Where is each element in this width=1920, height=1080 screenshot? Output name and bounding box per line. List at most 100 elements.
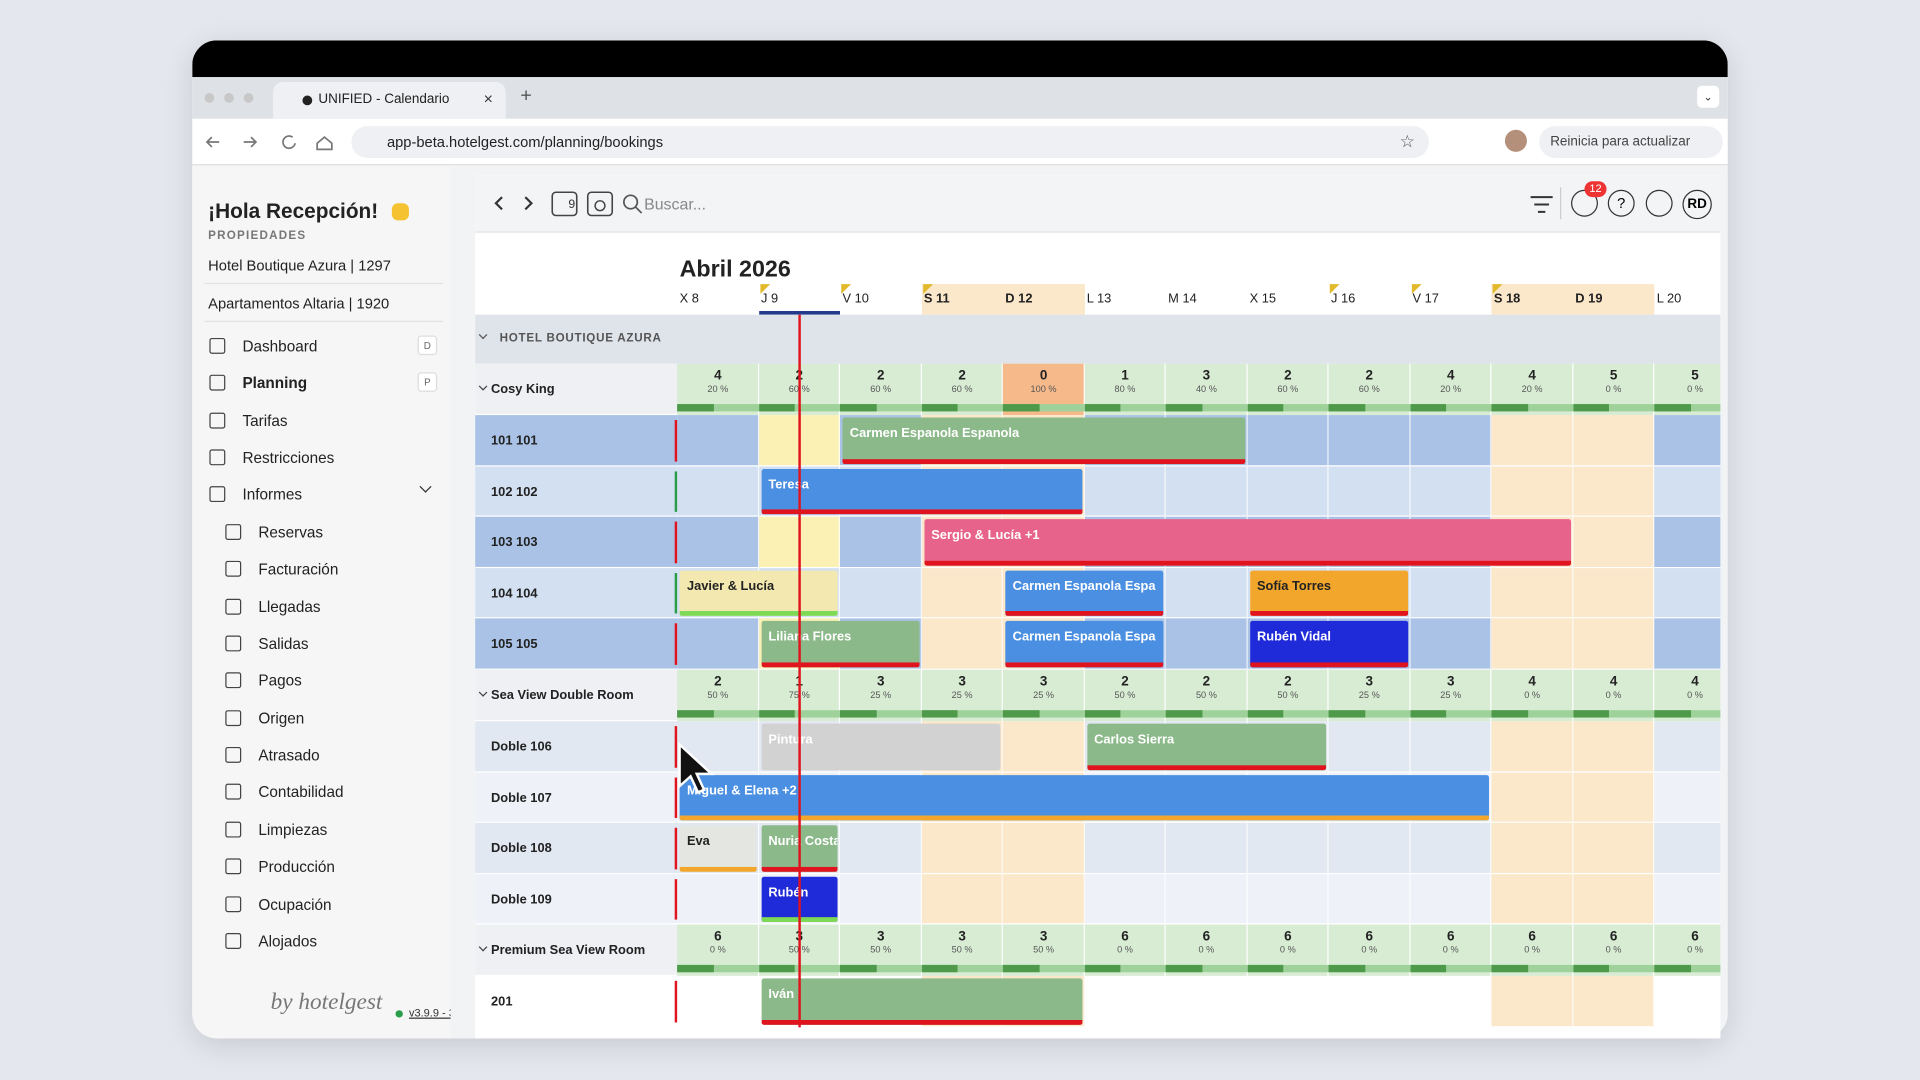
report-item[interactable]: Llegadas	[258, 598, 321, 616]
report-item[interactable]: Ocupación	[258, 895, 332, 913]
booking[interactable]: Rubén Vidal	[1249, 621, 1408, 668]
day-cell[interactable]	[1491, 415, 1573, 467]
day-cell[interactable]	[1654, 976, 1721, 1028]
day-cell[interactable]	[1165, 466, 1248, 517]
booking[interactable]: Eva	[679, 825, 757, 872]
day-cell[interactable]	[1410, 823, 1492, 875]
day-cell[interactable]	[1328, 415, 1410, 467]
day-cell[interactable]	[1654, 415, 1721, 467]
booking[interactable]: Sofía Torres	[1249, 570, 1408, 617]
day-cell[interactable]	[1572, 772, 1655, 824]
toolbar-nav[interactable]	[487, 175, 683, 233]
booking[interactable]: Miguel & Elena +2	[679, 774, 1489, 821]
day-cell[interactable]	[1491, 976, 1573, 1028]
report-item[interactable]: Limpiezas	[258, 821, 328, 839]
report-item[interactable]: Producción	[258, 858, 335, 876]
new-tab[interactable]: +	[520, 85, 532, 107]
day-cell[interactable]	[1410, 721, 1492, 773]
day-cell[interactable]	[1084, 466, 1166, 517]
day-cell[interactable]	[1410, 618, 1492, 670]
booking[interactable]: Carlos Sierra	[1086, 723, 1327, 770]
booking[interactable]: Carmen Espanola Espa	[1005, 621, 1164, 668]
day-label[interactable]: D 12	[1005, 291, 1033, 307]
day-cell[interactable]	[1247, 874, 1329, 925]
day-cell[interactable]	[1247, 415, 1329, 467]
report-item[interactable]: Salidas	[258, 635, 309, 653]
tab-close[interactable]: ×	[483, 89, 493, 108]
day-cell[interactable]	[1654, 516, 1721, 568]
day-label[interactable]: X 15	[1249, 291, 1277, 307]
day-cell[interactable]	[1572, 721, 1655, 773]
day-cell[interactable]	[1654, 567, 1721, 619]
update-button[interactable]: Reinicia para actualizar	[1539, 126, 1723, 158]
day-cell[interactable]	[1410, 415, 1492, 467]
day-cell[interactable]	[1165, 618, 1248, 670]
day-label[interactable]: S 11	[923, 291, 950, 307]
day-cell[interactable]	[1654, 618, 1721, 670]
day-cell[interactable]	[1328, 721, 1410, 773]
day-cell[interactable]	[1572, 516, 1655, 568]
day-cell[interactable]	[1002, 823, 1085, 875]
day-cell[interactable]	[1328, 823, 1410, 875]
report-item[interactable]: Contabilidad	[258, 784, 344, 802]
url-box[interactable]: app-beta.hotelgest.com/planning/bookings…	[351, 126, 1429, 158]
day-cell[interactable]	[1165, 567, 1248, 619]
filter-icon[interactable]	[1528, 192, 1557, 216]
day-cell[interactable]	[1084, 976, 1166, 1028]
day-cell[interactable]	[1247, 466, 1329, 517]
booking[interactable]: Liliana Flores	[761, 621, 919, 668]
day-cell[interactable]	[677, 874, 759, 925]
day-cell[interactable]	[1165, 823, 1248, 875]
booking[interactable]: Javier & Lucía	[679, 570, 838, 617]
day-cell[interactable]	[1328, 874, 1410, 925]
version[interactable]: v3.9.9 - 3	[408, 1006, 451, 1019]
day-cell[interactable]	[1654, 874, 1721, 925]
day-cell[interactable]	[921, 823, 1003, 875]
day-cell[interactable]	[1572, 976, 1655, 1028]
day-cell[interactable]	[1410, 874, 1492, 925]
day-label[interactable]: S 18	[1493, 291, 1521, 307]
day-cell[interactable]	[1654, 823, 1721, 875]
report-item[interactable]: Origen	[258, 709, 305, 728]
day-cell[interactable]	[677, 516, 759, 568]
day-label[interactable]: D 19	[1575, 291, 1603, 307]
day-cell[interactable]	[840, 823, 922, 875]
search-input[interactable]: Buscar...	[644, 194, 707, 214]
settings-button[interactable]	[1645, 189, 1673, 217]
user-menu[interactable]: RD	[1682, 189, 1712, 220]
day-label[interactable]: L 13	[1086, 291, 1112, 307]
day-cell[interactable]	[1328, 976, 1410, 1028]
day-cell[interactable]	[1410, 567, 1492, 619]
day-cell[interactable]	[1410, 976, 1492, 1028]
booking[interactable]: Sergio & Lucía +1	[923, 519, 1571, 566]
day-cell[interactable]	[1572, 466, 1655, 517]
day-label[interactable]: M 14	[1168, 291, 1197, 307]
booking[interactable]: Carmen Espanola Espanola	[842, 417, 1245, 464]
property[interactable]: Hotel Boutique Azura | 1297	[208, 257, 391, 275]
day-cell[interactable]	[1491, 721, 1573, 773]
day-cell[interactable]	[1084, 874, 1166, 925]
day-cell[interactable]	[1084, 823, 1166, 875]
menu-item[interactable]: Planning	[242, 375, 308, 393]
day-cell[interactable]	[1247, 976, 1329, 1028]
day-label[interactable]: J 9	[761, 291, 779, 307]
menu-item[interactable]: Informes	[242, 486, 303, 504]
day-label[interactable]: L 20	[1656, 291, 1682, 307]
property[interactable]: Apartamentos Altaria | 1920	[208, 295, 390, 313]
report-item[interactable]: Pagos	[258, 672, 302, 690]
day-label[interactable]: V 17	[1412, 291, 1439, 307]
day-cell[interactable]	[1002, 721, 1085, 773]
day-cell[interactable]	[1165, 874, 1248, 925]
day-cell[interactable]	[840, 874, 922, 925]
day-cell[interactable]	[1247, 823, 1329, 875]
report-item[interactable]: Atrasado	[258, 747, 320, 765]
report-item[interactable]: Reservas	[258, 524, 324, 542]
day-cell[interactable]	[1654, 772, 1721, 824]
nav-buttons[interactable]	[202, 119, 349, 166]
day-cell[interactable]	[677, 618, 759, 670]
day-cell[interactable]	[1654, 466, 1721, 517]
menu-item[interactable]: Dashboard	[242, 337, 318, 356]
day-cell[interactable]	[1491, 823, 1573, 875]
day-cell[interactable]	[921, 874, 1003, 925]
active-tab[interactable]: UNIFIED - Calendario ×	[273, 82, 506, 119]
